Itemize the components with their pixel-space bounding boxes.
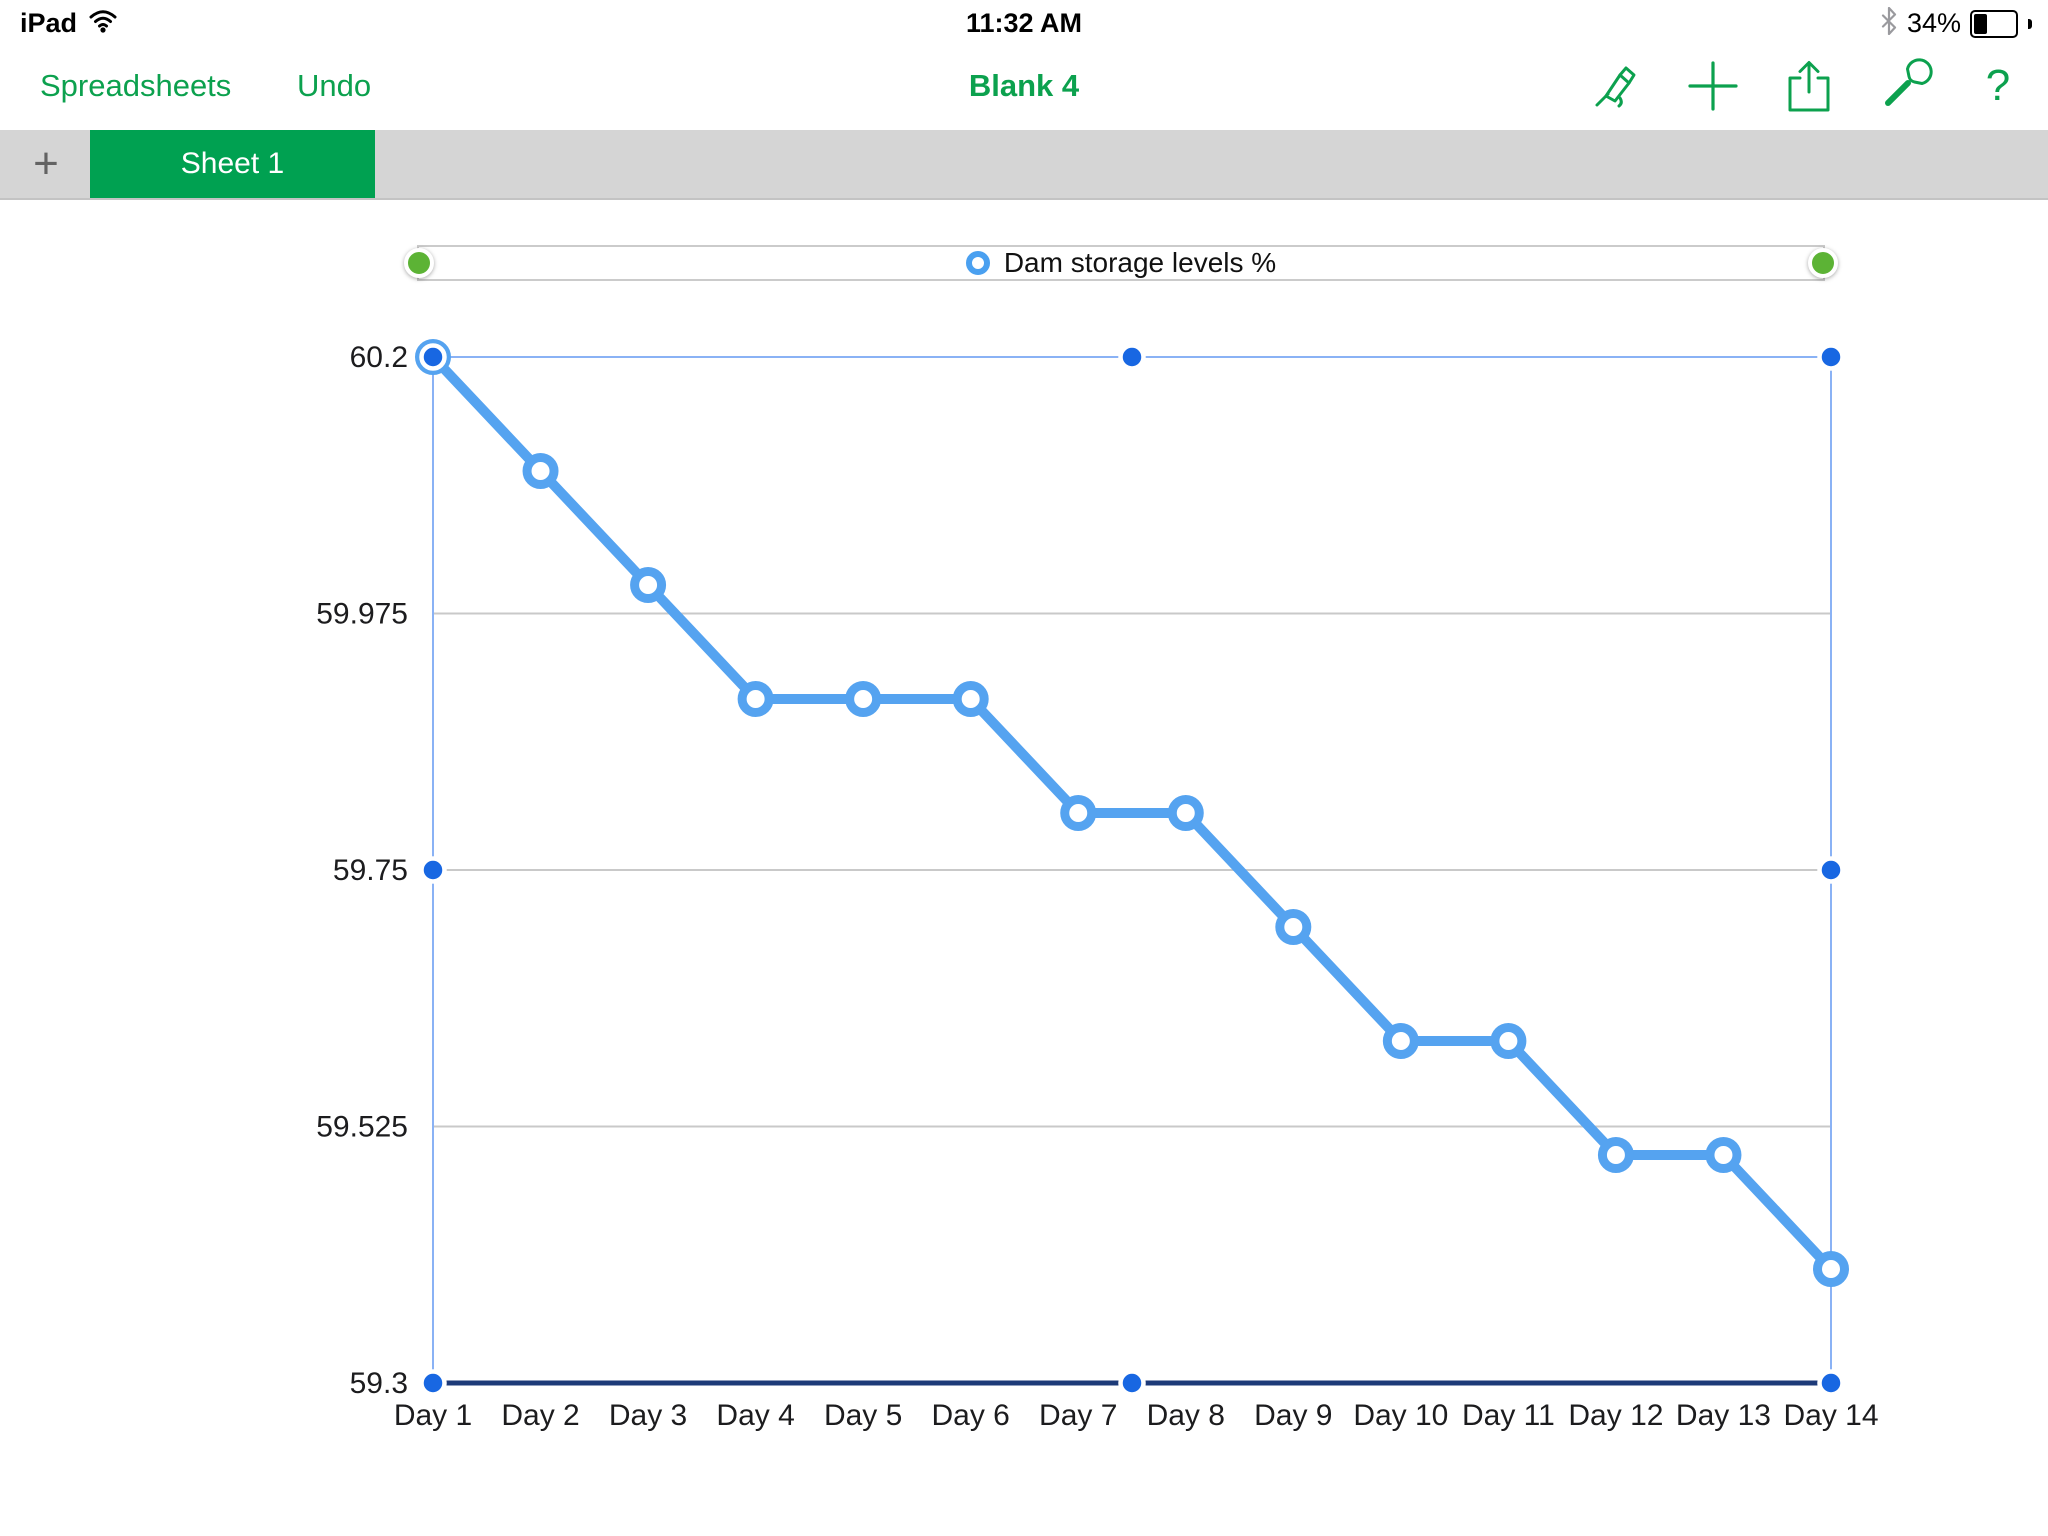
toolbar: Blank 4 Spreadsheets Undo ? xyxy=(0,42,2048,130)
data-point-day-13[interactable] xyxy=(1705,1137,1742,1173)
x-axis-label: Day 10 xyxy=(1353,1399,1448,1432)
data-point-day-10[interactable] xyxy=(1382,1023,1419,1059)
series-line[interactable] xyxy=(428,352,1836,1274)
data-point-day-14[interactable] xyxy=(1813,1251,1849,1287)
x-axis-label: Day 14 xyxy=(1783,1399,1878,1432)
data-point-day-12[interactable] xyxy=(1597,1137,1634,1173)
tab-sheet-1[interactable]: Sheet 1 xyxy=(90,130,375,198)
selection-handle[interactable] xyxy=(1118,343,1146,371)
selection-handle[interactable] xyxy=(419,856,447,884)
sheet-canvas[interactable] xyxy=(0,200,2048,1536)
legend-handle-left[interactable] xyxy=(404,248,434,278)
x-axis-label: Day 8 xyxy=(1147,1399,1225,1432)
help-glyph: ? xyxy=(1985,61,2011,110)
undo-button[interactable]: Undo xyxy=(297,68,372,103)
x-axis-label: Day 5 xyxy=(824,1399,902,1432)
y-axis-label: 60.2 xyxy=(350,341,408,374)
share-icon[interactable] xyxy=(1781,58,1837,114)
data-point-day-11[interactable] xyxy=(1490,1023,1527,1059)
status-bar: 11:32 AM iPad 34% xyxy=(0,0,2048,42)
y-axis-label: 59.975 xyxy=(316,598,408,631)
document-title: Blank 4 xyxy=(968,68,1080,103)
selection-handle[interactable] xyxy=(1817,856,1845,884)
format-brush-icon[interactable] xyxy=(1587,58,1643,114)
x-axis-label: Day 4 xyxy=(716,1399,794,1432)
bluetooth-icon xyxy=(1880,6,1898,40)
add-sheet-button[interactable]: + xyxy=(33,139,59,188)
y-axis-label: 59.3 xyxy=(350,1367,408,1400)
selection-handle[interactable] xyxy=(419,343,447,371)
status-left: iPad xyxy=(20,8,119,39)
insert-plus-icon[interactable] xyxy=(1685,58,1741,114)
selection-handle[interactable] xyxy=(1817,1369,1845,1397)
battery-icon xyxy=(1970,9,2018,38)
legend-handle-right[interactable] xyxy=(1808,248,1838,278)
data-point-day-5[interactable] xyxy=(845,681,882,717)
selection-handle[interactable] xyxy=(1118,1369,1146,1397)
data-point-day-3[interactable] xyxy=(630,567,667,603)
status-right: 34% xyxy=(1880,6,2032,40)
x-axis-label: Day 2 xyxy=(501,1399,579,1432)
battery-nub xyxy=(2028,18,2032,29)
legend-series-marker-icon xyxy=(965,251,990,275)
y-axis-label: 59.525 xyxy=(316,1111,408,1144)
x-axis-label: Day 11 xyxy=(1462,1399,1555,1432)
legend-label: Dam storage levels % xyxy=(1003,247,1277,278)
wifi-icon xyxy=(87,8,119,39)
clock: 11:32 AM xyxy=(965,8,1083,38)
x-axis-label: Day 6 xyxy=(932,1399,1010,1432)
data-point-day-6[interactable] xyxy=(952,681,989,717)
selection-handle[interactable] xyxy=(419,1369,447,1397)
device-name: iPad xyxy=(20,8,78,38)
help-icon[interactable]: ? xyxy=(1970,58,2026,114)
x-axis-label: Day 7 xyxy=(1039,1399,1117,1432)
data-point-day-4[interactable] xyxy=(737,681,774,717)
x-axis-label: Day 1 xyxy=(394,1399,472,1432)
x-axis-label: Day 12 xyxy=(1568,1399,1663,1432)
battery-percent: 34% xyxy=(1906,8,1961,38)
x-axis-label: Day 9 xyxy=(1254,1399,1332,1432)
x-axis-label: Day 3 xyxy=(609,1399,687,1432)
chart-legend[interactable]: Dam storage levels % xyxy=(404,245,1838,281)
y-axis-label: 59.75 xyxy=(333,854,408,887)
tools-wrench-icon[interactable] xyxy=(1877,58,1933,114)
data-point-day-9[interactable] xyxy=(1275,909,1312,945)
data-point-day-7[interactable] xyxy=(1060,795,1097,831)
x-axis-label: Day 13 xyxy=(1676,1399,1771,1432)
data-point-day-2[interactable] xyxy=(522,453,559,489)
data-point-day-8[interactable] xyxy=(1167,795,1204,831)
selection-handle[interactable] xyxy=(1817,343,1845,371)
spreadsheets-button[interactable]: Spreadsheets xyxy=(40,68,232,103)
